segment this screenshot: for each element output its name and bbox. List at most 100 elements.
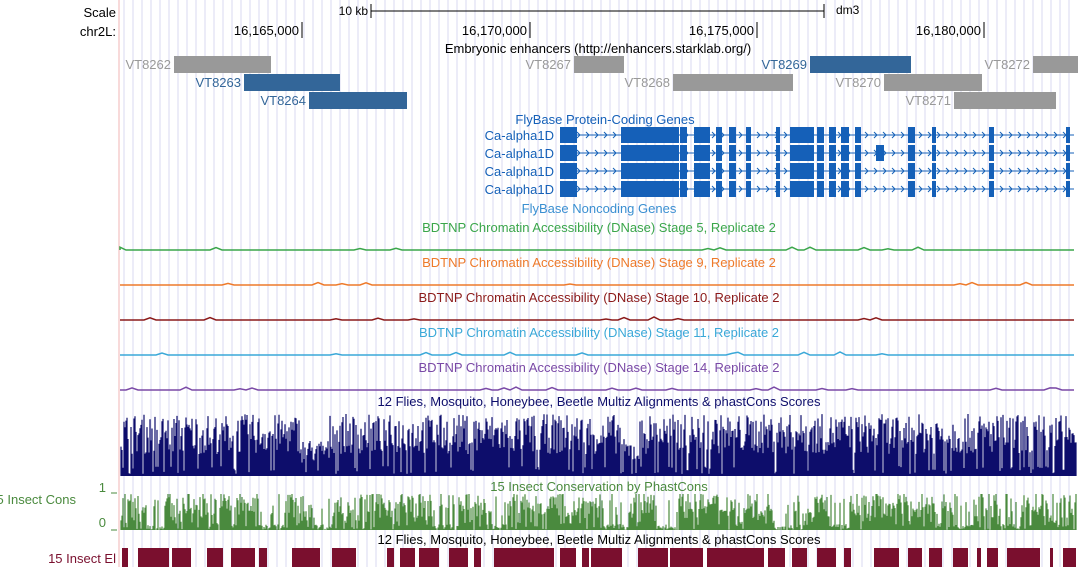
strand-arrow xyxy=(783,131,788,139)
exon xyxy=(855,127,861,143)
conserved-element xyxy=(451,548,463,567)
enhancer-vt8271[interactable]: VT8271 xyxy=(905,92,1056,109)
enhancer-block[interactable] xyxy=(1033,56,1078,73)
conserved-element xyxy=(977,548,981,567)
enhancer-vt8268[interactable]: VT8268 xyxy=(624,74,793,91)
conserved-elements-track[interactable]: 12 Flies, Mosquito, Honeybee, Beetle Mul… xyxy=(48,532,1076,567)
conserved-element xyxy=(874,548,876,567)
transcript-ca-alpha1d[interactable]: Ca-alpha1D xyxy=(485,163,1074,179)
strand-arrow xyxy=(603,185,608,193)
strand-arrow xyxy=(612,149,617,157)
transcript-label: Ca-alpha1D xyxy=(485,146,554,161)
conserved-element xyxy=(817,548,830,567)
noncoding-genes-track[interactable]: FlyBase Noncoding Genes xyxy=(522,201,677,216)
strand-arrow xyxy=(612,185,617,193)
exon xyxy=(1066,163,1070,179)
exon xyxy=(560,145,577,161)
conserved-element xyxy=(663,548,668,567)
conserved-element xyxy=(563,548,570,567)
exon xyxy=(746,181,751,197)
enhancer-vt8263[interactable]: VT8263 xyxy=(195,74,340,91)
exon xyxy=(817,181,824,197)
noncoding-track-title: FlyBase Noncoding Genes xyxy=(522,201,677,216)
ruler-track[interactable]: Scale chr2L: 10 kb dm3 16,165,000 16,170,… xyxy=(80,3,985,39)
conserved-element xyxy=(348,548,356,567)
conserved-element xyxy=(1063,548,1065,567)
enhancer-block[interactable] xyxy=(954,92,1056,109)
strand-arrow xyxy=(999,131,1004,139)
enhancers-track[interactable]: Embryonic enhancers (http://enhancers.st… xyxy=(125,41,1078,109)
strand-arrow xyxy=(594,185,599,193)
transcript-ca-alpha1d[interactable]: Ca-alpha1D xyxy=(485,145,1074,161)
dnase-signal xyxy=(119,246,1074,251)
elements-track-title: 12 Flies, Mosquito, Honeybee, Beetle Mul… xyxy=(378,532,821,547)
strand-arrow xyxy=(1026,149,1031,157)
strand-arrow xyxy=(1053,149,1058,157)
phastcons-side-label: 15 Insect Cons xyxy=(0,492,76,507)
strand-arrow xyxy=(603,149,608,157)
strand-arrow xyxy=(603,167,608,175)
enhancer-block[interactable] xyxy=(244,74,340,91)
enhancer-vt8270[interactable]: VT8270 xyxy=(835,74,982,91)
enhancer-block[interactable] xyxy=(673,74,793,91)
conserved-element xyxy=(523,548,526,567)
strand-arrow xyxy=(936,131,941,139)
ruler-tick-label: 16,165,000 xyxy=(234,23,299,38)
conserved-element xyxy=(145,548,153,567)
enhancer-vt8272[interactable]: VT8272 xyxy=(984,56,1078,73)
dnase-track-5[interactable]: BDTNP Chromatin Accessibility (DNase) St… xyxy=(120,360,1074,391)
conserved-element xyxy=(138,548,145,567)
enhancer-block[interactable] xyxy=(884,74,982,91)
dnase-track-2[interactable]: BDTNP Chromatin Accessibility (DNase) St… xyxy=(120,255,1074,286)
phastcons-track[interactable]: 15 Insect Cons 1 0 15 Insect Conservatio… xyxy=(0,479,1077,531)
phastcons-axis-min: 0 xyxy=(99,515,106,530)
conserved-element xyxy=(698,548,703,567)
strand-arrow xyxy=(981,149,986,157)
strand-arrow xyxy=(1035,185,1040,193)
conserved-element xyxy=(690,548,698,567)
exon xyxy=(776,127,780,143)
multiz-track[interactable]: 12 Flies, Mosquito, Honeybee, Beetle Mul… xyxy=(120,394,1077,476)
enhancer-vt8269[interactable]: VT8269 xyxy=(761,56,911,73)
strand-arrow xyxy=(999,149,1004,157)
strand-arrow xyxy=(1044,185,1049,193)
transcript-ca-alpha1d[interactable]: Ca-alpha1D xyxy=(485,127,1074,143)
dnase-track-1[interactable]: BDTNP Chromatin Accessibility (DNase) St… xyxy=(119,220,1074,251)
exon xyxy=(817,163,824,179)
strand-arrow xyxy=(972,149,977,157)
scalebar-label: 10 kb xyxy=(339,4,369,18)
strand-arrow xyxy=(873,131,878,139)
strand-arrow xyxy=(936,185,941,193)
dnase-signal xyxy=(120,386,1074,391)
transcript-ca-alpha1d[interactable]: Ca-alpha1D xyxy=(485,181,1074,197)
enhancer-label: VT8264 xyxy=(260,93,306,108)
exon xyxy=(621,127,679,143)
strand-arrow xyxy=(1026,167,1031,175)
enhancer-vt8262[interactable]: VT8262 xyxy=(125,56,271,73)
enhancer-vt8267[interactable]: VT8267 xyxy=(525,56,624,73)
protein-coding-genes-track[interactable]: FlyBase Protein-Coding Genes Ca-alpha1D C… xyxy=(485,112,1074,197)
strand-arrow xyxy=(1035,149,1040,157)
enhancer-block[interactable] xyxy=(574,56,624,73)
exon xyxy=(776,145,780,161)
exon xyxy=(680,145,687,161)
strand-arrow xyxy=(585,131,590,139)
strand-arrow xyxy=(936,167,941,175)
enhancer-block[interactable] xyxy=(174,56,271,73)
dnase-track-3[interactable]: BDTNP Chromatin Accessibility (DNase) St… xyxy=(120,290,1074,321)
exon xyxy=(829,163,836,179)
strand-arrow xyxy=(918,185,923,193)
enhancer-block[interactable] xyxy=(810,56,911,73)
exon xyxy=(776,181,780,197)
enhancer-label: VT8267 xyxy=(525,57,571,72)
strand-arrow xyxy=(1017,131,1022,139)
strand-arrow xyxy=(585,149,590,157)
conserved-element xyxy=(207,548,211,567)
strand-arrow xyxy=(765,149,770,157)
enhancer-vt8264[interactable]: VT8264 xyxy=(260,92,407,109)
exon xyxy=(932,163,936,179)
enhancer-block[interactable] xyxy=(309,92,407,109)
dnase-track-4[interactable]: BDTNP Chromatin Accessibility (DNase) St… xyxy=(120,325,1074,356)
exon xyxy=(716,163,722,179)
